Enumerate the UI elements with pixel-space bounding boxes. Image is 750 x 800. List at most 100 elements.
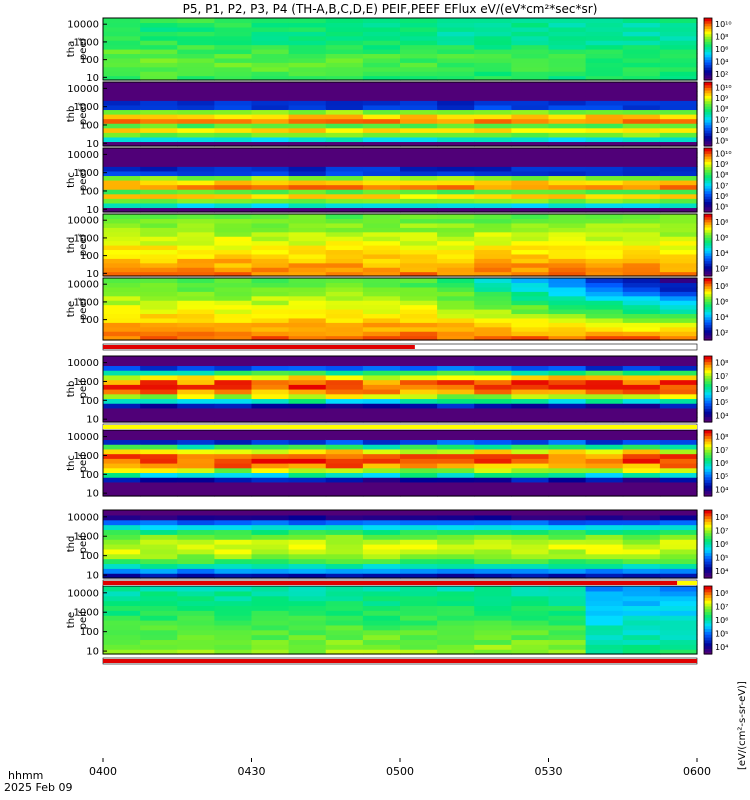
colorbar-tick-label: 10⁷ [715,446,728,455]
heatmap-cell [622,91,661,97]
heatmap-cell [251,393,290,400]
mode-bar-segment [103,581,678,585]
heatmap-cell [659,398,698,404]
colorbar-tick-label: 10⁴ [715,249,728,258]
x-tick-label: 0600 [683,765,711,778]
heatmap-cell [140,393,178,400]
heatmap-cell [511,118,550,124]
heatmap-cell [659,322,698,328]
colorbar-segment [704,20,712,24]
heatmap-cell [437,300,475,306]
heatmap-cell [474,331,512,337]
heatmap-cell [659,510,698,516]
heatmap-cell [585,590,624,597]
heatmap-cell [437,236,475,242]
heatmap-cell [177,610,215,616]
heatmap-cell [585,472,624,478]
heatmap-cell [362,634,401,641]
heatmap-cell [177,236,215,242]
y-tick-label: 10 [86,205,99,216]
heatmap-cell [659,231,698,237]
heatmap-cell [659,568,698,574]
heatmap-cell [548,214,587,220]
heatmap-cell [622,365,661,371]
heatmap-cell [251,127,290,133]
heatmap-cell [140,300,178,306]
heatmap-cell [622,104,661,111]
heatmap-cell [511,634,550,641]
heatmap-cell [103,271,141,277]
heatmap-cell [511,430,550,436]
heatmap-cell [659,175,698,181]
colorbar-segment [704,575,712,579]
heatmap-cell [511,22,550,28]
heatmap-cell [400,31,438,37]
heatmap-cell [437,477,475,483]
heatmap-cell [548,649,587,655]
colorbar-segment [704,378,712,382]
heatmap-cell [400,481,438,488]
colorbar-segment [704,239,712,244]
heatmap-cell [362,304,401,310]
heatmap-cell [140,412,178,418]
y-tick-label: 100 [80,55,99,66]
heatmap-cell [437,439,475,445]
heatmap-cell [362,109,401,115]
heatmap-cell [103,463,141,469]
heatmap-cell [474,514,512,521]
heatmap-cell [325,313,364,319]
heatmap-cell [325,193,364,199]
heatmap-cell [659,629,698,636]
heatmap-cell [400,227,438,233]
heatmap-cell [325,326,364,332]
heatmap-cell [325,267,364,273]
heatmap-cell [140,161,178,167]
heatmap-cell [251,82,290,88]
heatmap-cell [177,148,215,154]
colorbar-segment [704,479,712,483]
heatmap-cell [251,222,290,228]
heatmap-cell [622,207,661,213]
heatmap-cell [325,157,364,163]
colorbar-segment [704,72,712,76]
heatmap-cell [103,534,141,540]
heatmap-cell [622,605,661,611]
heatmap-cell [251,136,290,143]
heatmap-cell [103,100,141,106]
heatmap-cell [400,374,438,381]
colorbar-segment [704,143,712,147]
heatmap-cell [548,403,587,409]
heatmap-cell [325,62,364,68]
heatmap-cell [288,295,327,301]
heatmap-cell [585,558,624,565]
heatmap-cell [474,412,512,418]
heatmap-cell [437,31,475,37]
heatmap-cell [251,458,290,464]
heatmap-cell [251,463,290,469]
heatmap-cell [474,417,512,423]
heatmap-cell [325,412,364,418]
heatmap-cell [511,629,550,636]
heatmap-cell [103,267,141,273]
heatmap-cell [474,141,512,147]
heatmap-cell [548,86,587,92]
heatmap-cell [288,444,327,450]
heatmap-cell [288,595,327,602]
heatmap-cell [548,75,587,81]
heatmap-cell [437,202,475,209]
heatmap-cell [474,170,512,177]
heatmap-cell [585,453,624,459]
heatmap-cell [251,118,290,124]
heatmap-cell [288,71,327,77]
heatmap-cell [103,180,141,186]
heatmap-cell [177,317,215,323]
heatmap-cell [103,430,141,436]
heatmap-cell [214,463,253,469]
heatmap-cell [437,240,475,246]
heatmap-cell [288,35,327,41]
heatmap-cell [585,104,624,111]
heatmap-cell [325,398,364,404]
heatmap-cell [548,573,587,579]
heatmap-cell [622,218,661,224]
